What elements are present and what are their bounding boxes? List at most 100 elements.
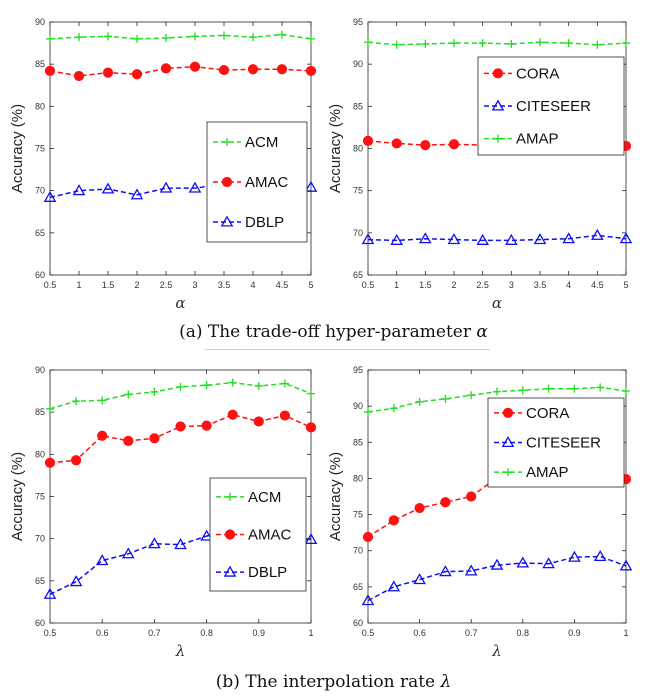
legend: CORA CITESEER AMAP: [477, 56, 625, 156]
y-tick-label: 70: [35, 534, 45, 544]
y-tick-label: 60: [35, 618, 45, 628]
data-point: [467, 391, 476, 400]
data-point: [533, 233, 547, 245]
data-point: [278, 30, 286, 39]
x-axis-label: λ: [175, 642, 186, 660]
data-point: [564, 39, 573, 48]
data-point: [69, 575, 83, 587]
legend-item: ACM: [216, 489, 281, 506]
x-tick-label: 0.7: [465, 628, 478, 638]
data-point: [305, 65, 317, 77]
caption-b-symbol: λ: [440, 672, 452, 692]
data-point: [307, 389, 315, 398]
series-line: [367, 234, 627, 242]
legend-marker: [494, 134, 502, 143]
series-amac: [44, 409, 317, 468]
data-point: [43, 587, 57, 599]
x-tick-label: 1: [623, 628, 628, 638]
data-point: [162, 34, 170, 43]
legend-marker: [492, 68, 504, 79]
x-tick-label: 1: [76, 280, 81, 290]
series-amap: [364, 383, 630, 416]
data-point: [391, 138, 402, 149]
legend-label: CITESEER: [516, 98, 591, 115]
data-point: [361, 233, 375, 245]
data-point: [307, 34, 315, 43]
y-tick-label: 80: [353, 144, 363, 154]
data-point: [304, 180, 318, 192]
y-tick-label: 80: [353, 473, 363, 483]
legend-item: AMAP: [484, 131, 559, 148]
x-tick-label: 1.5: [419, 280, 432, 290]
data-point: [123, 435, 134, 446]
x-tick-label: 1: [394, 280, 399, 290]
x-tick-label: 2.5: [160, 280, 173, 290]
data-point: [448, 139, 460, 150]
caption-divider: [205, 349, 490, 350]
data-point: [305, 422, 317, 433]
x-tick-label: 0.8: [200, 628, 213, 638]
data-point: [159, 181, 173, 193]
legend-label: DBLP: [245, 214, 284, 231]
caption-b-text: (b) The interpolation rate: [215, 672, 441, 692]
data-point: [201, 420, 212, 431]
series-citeseer: [361, 228, 633, 245]
data-point: [476, 233, 489, 245]
x-tick-label: 2: [134, 280, 139, 290]
data-point: [46, 34, 54, 43]
series-line: [49, 413, 312, 464]
data-point: [280, 379, 289, 388]
data-point: [364, 38, 372, 47]
data-point: [464, 564, 478, 576]
x-tick-label: 3: [509, 280, 514, 290]
series-amac: [44, 61, 317, 82]
data-point: [276, 64, 288, 75]
y-tick-label: 65: [353, 582, 363, 592]
data-point: [200, 529, 213, 541]
series-line: [49, 33, 312, 40]
data-point: [253, 416, 264, 427]
legend-label: AMAC: [248, 527, 292, 544]
legend-label: ACM: [248, 489, 281, 506]
caption-a: (a) The trade-off hyper-parameter α: [0, 322, 667, 342]
legend-item: CORA: [484, 65, 559, 82]
data-point: [202, 381, 211, 390]
series-amap: [364, 38, 630, 49]
data-point: [505, 233, 518, 245]
data-point: [415, 397, 424, 406]
data-point: [43, 190, 57, 202]
data-point: [420, 140, 431, 151]
legend-label: AMAP: [526, 464, 569, 481]
legend: ACM AMAC DBLP: [206, 121, 308, 243]
y-tick-label: 90: [353, 401, 363, 411]
y-tick-label: 95: [353, 365, 363, 375]
legend-item: AMAC: [213, 174, 289, 191]
data-point: [133, 34, 141, 43]
x-tick-label: 0.7: [148, 628, 161, 638]
y-tick-label: 65: [35, 576, 45, 586]
x-tick-label: 3.5: [218, 280, 231, 290]
x-axis-label: λ: [491, 642, 502, 660]
legend-marker: [220, 215, 234, 227]
data-point: [622, 386, 630, 395]
data-point: [414, 502, 425, 514]
x-tick-label: 1.5: [102, 280, 115, 290]
legend-item: AMAC: [216, 527, 292, 544]
data-point: [124, 390, 133, 399]
data-point: [622, 39, 630, 48]
x-tick-label: 0.5: [44, 280, 57, 290]
y-tick-label: 70: [35, 186, 45, 196]
data-point: [191, 32, 199, 41]
data-point: [148, 537, 161, 549]
data-point: [450, 39, 458, 48]
chart-b-right: 60 65 70 75 80 85 90 95 0.5 0.6 0.7 0.8 0.9 1 Accuracy…: [327, 365, 633, 660]
data-point: [95, 554, 109, 566]
data-point: [98, 396, 107, 405]
data-point: [46, 404, 54, 413]
chart-b-left: 60 65 70 75 80 85 90 0.5 0.6 0.7 0.8 0.9 1 Accuracy (…: [9, 365, 318, 660]
y-tick-label: 60: [35, 270, 45, 280]
data-point: [544, 384, 553, 393]
y-tick-label: 90: [353, 59, 363, 69]
legend-item: ACM: [213, 134, 278, 151]
data-point: [362, 531, 374, 543]
